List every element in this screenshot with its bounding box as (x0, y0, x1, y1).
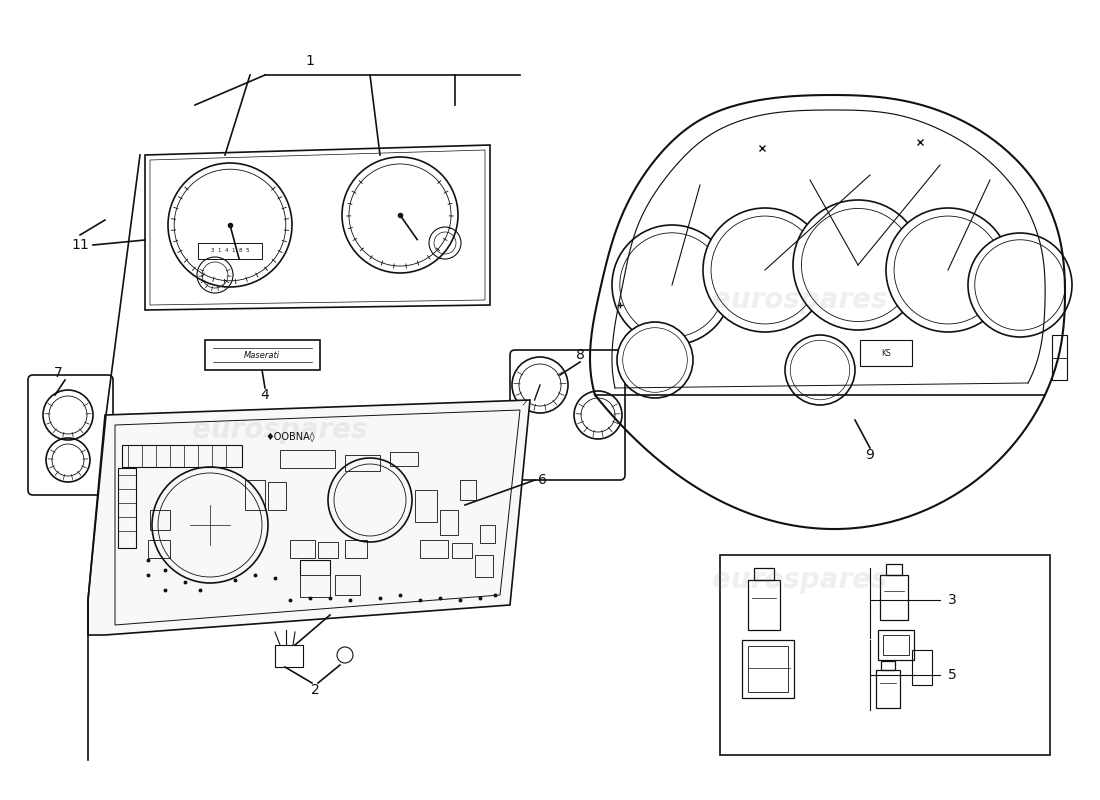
Text: eurospares: eurospares (713, 566, 888, 594)
Circle shape (703, 208, 827, 332)
Bar (480, 525, 495, 543)
Bar (420, 540, 448, 558)
Text: 4: 4 (261, 388, 270, 402)
Bar (755, 567, 773, 580)
Bar (280, 450, 336, 468)
Bar (275, 645, 302, 667)
Bar (415, 490, 437, 522)
Circle shape (793, 200, 923, 330)
Circle shape (785, 335, 855, 405)
Text: 6: 6 (538, 473, 547, 487)
Text: ♦OOBNA◊: ♦OOBNA◊ (265, 432, 315, 442)
Text: 3  1  4  1  8  5: 3 1 4 1 8 5 (211, 249, 250, 254)
Bar (880, 575, 907, 620)
Text: 1: 1 (306, 54, 315, 68)
Bar (748, 646, 788, 692)
Bar (878, 630, 914, 660)
Circle shape (617, 322, 693, 398)
Bar (460, 480, 476, 500)
Bar (876, 670, 900, 708)
Bar (150, 510, 170, 530)
Bar (883, 635, 909, 655)
Text: 8: 8 (575, 348, 584, 362)
Bar (886, 564, 902, 575)
Bar (318, 542, 338, 558)
Bar (390, 452, 418, 466)
Bar (336, 575, 360, 595)
Text: 11: 11 (72, 238, 89, 252)
Polygon shape (88, 400, 530, 635)
Bar (720, 555, 1050, 755)
Text: KS: KS (881, 349, 891, 358)
Circle shape (968, 233, 1072, 337)
Text: 2: 2 (310, 683, 319, 697)
Bar (300, 575, 330, 597)
Bar (268, 482, 286, 510)
Circle shape (886, 208, 1010, 332)
Text: Maserati: Maserati (244, 350, 280, 359)
Bar (148, 540, 170, 558)
Bar (122, 445, 242, 467)
Bar (198, 243, 262, 259)
Bar (118, 468, 136, 548)
Text: eurospares: eurospares (192, 416, 367, 444)
Bar (912, 650, 932, 685)
Bar (452, 543, 472, 558)
Text: 3: 3 (948, 593, 957, 607)
Bar (440, 510, 458, 535)
Bar (345, 540, 367, 558)
Bar (881, 661, 895, 670)
Bar (290, 540, 315, 558)
Bar (860, 340, 912, 366)
Circle shape (612, 225, 732, 345)
Text: 7: 7 (54, 366, 63, 380)
Bar (475, 555, 493, 577)
Text: eurospares: eurospares (713, 286, 888, 314)
Bar (245, 480, 265, 510)
Bar (345, 455, 379, 471)
Text: 9: 9 (866, 448, 874, 462)
Bar (205, 340, 320, 370)
Bar (742, 640, 794, 698)
Bar (1052, 335, 1067, 380)
Bar (748, 580, 780, 630)
Text: 5: 5 (948, 668, 957, 682)
